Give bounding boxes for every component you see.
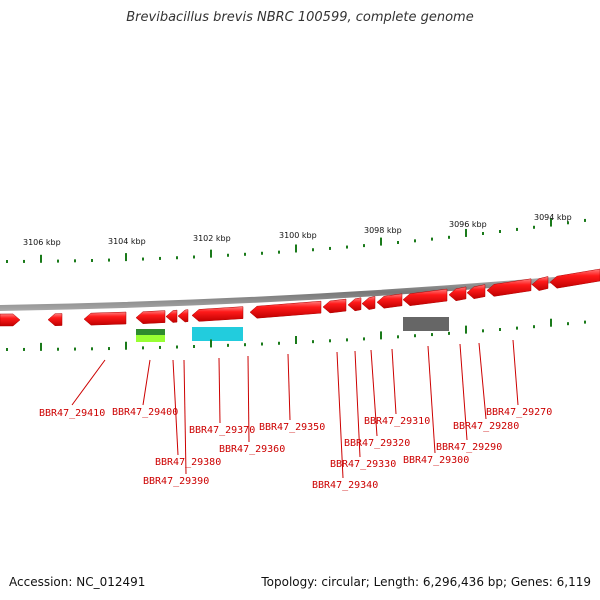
lime-feature [136,335,165,342]
leader-line [218,357,221,424]
leader-line [287,353,291,421]
gene-arrow [549,268,600,289]
cyan-feature [192,327,243,341]
bottom-scale-ticks [6,318,586,351]
gene-arrow [466,284,486,300]
gene-arrow [47,313,63,326]
scale-label-3098: 3098 kbp [364,226,402,235]
scale-label-3106: 3106 kbp [23,238,61,247]
leader-line [354,350,361,458]
gene-label: BBR47_29350 [259,422,325,433]
scale-label-3100: 3100 kbp [279,231,317,240]
leader-line [183,359,187,475]
gene-arrow [448,286,467,302]
gene-arrow [486,278,532,297]
gene-arrow [177,309,189,323]
gene-label: BBR47_29320 [344,438,410,449]
scale-label-3102: 3102 kbp [193,234,231,243]
gene-arrow [402,288,448,306]
scale-label-3104: 3104 kbp [108,237,146,246]
gene-label: BBR47_29410 [39,408,105,419]
gene-label: BBR47_29360 [219,444,285,455]
topology-label: Topology: circular; Length: 6,296,436 bp… [261,575,591,589]
gene-arrow [249,300,322,319]
genome-backbone [0,273,600,311]
leader-line [478,342,487,420]
scale-label-3094: 3094 kbp [534,213,572,222]
gene-arrow [0,313,21,327]
gene-label: BBR47_29290 [436,442,502,453]
green-feature [136,329,165,335]
leader-line [336,351,344,479]
gene-arrow [165,309,178,323]
gene-arrow [83,311,127,326]
gene-arrow [361,296,376,310]
leader-line [391,348,397,415]
gene-arrow [531,276,549,291]
gene-arrow [191,306,244,322]
leader-line [459,343,468,441]
gene-label: BBR47_29370 [189,425,255,436]
gene-label: BBR47_29390 [143,476,209,487]
gene-label: BBR47_29380 [155,457,221,468]
gene-label: BBR47_29270 [486,407,552,418]
leader-line [247,355,250,443]
scale-label-3096: 3096 kbp [449,220,487,229]
gene-track [0,268,600,327]
leader-line [142,359,151,406]
gene-label: BBR47_29280 [453,421,519,432]
label-leader-lines [71,339,519,479]
scale-labels: 3106 kbp 3104 kbp 3102 kbp 3100 kbp 3098… [23,213,572,247]
gene-labels: BBR47_29410 BBR47_29400 BBR47_29380 BBR4… [39,407,552,491]
top-scale-ticks [6,218,586,263]
gene-arrow [347,297,362,312]
leader-line [370,349,378,437]
gene-arrow [376,293,403,309]
leader-line [427,345,436,454]
accession-label: Accession: NC_012491 [9,575,146,589]
gene-arrow [135,310,166,324]
gene-label: BBR47_29310 [364,416,430,427]
gene-label: BBR47_29330 [330,459,396,470]
gray-feature [403,317,449,331]
gene-label: BBR47_29300 [403,455,469,466]
leader-line [71,359,106,406]
gene-arrow [322,298,347,314]
gene-label: BBR47_29400 [112,407,178,418]
gene-label: BBR47_29340 [312,480,378,491]
map-title: Brevibacillus brevis NBRC 100599, comple… [126,10,474,25]
leader-line [172,359,179,456]
leader-line [512,339,519,406]
